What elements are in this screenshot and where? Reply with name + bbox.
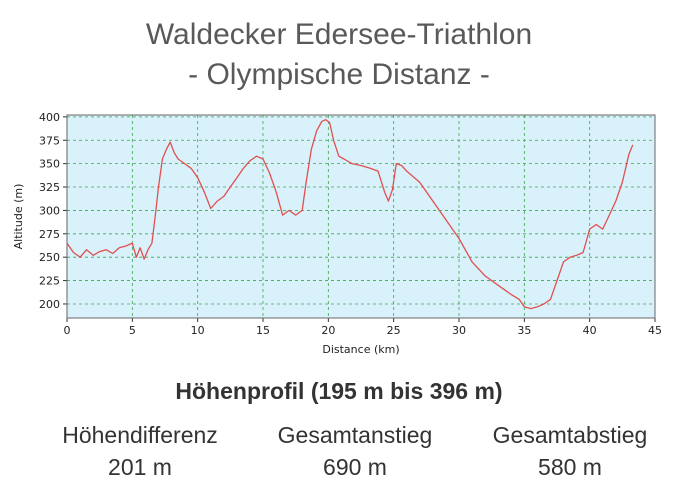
y-tick-label: 275: [39, 228, 60, 241]
plot-area: [67, 115, 655, 318]
stat-total-descent: Gesamtabstieg 580 m: [465, 420, 675, 482]
x-tick-label: 0: [64, 324, 71, 337]
x-axis-label: Distance (km): [322, 343, 399, 356]
stat-height-difference: Höhendifferenz 201 m: [30, 420, 250, 482]
stat-value: 201 m: [108, 454, 172, 480]
stat-value: 580 m: [538, 454, 602, 480]
stat-label: Höhendifferenz: [62, 422, 218, 448]
x-tick-label: 30: [452, 324, 466, 337]
stat-total-ascent: Gesamtanstieg 690 m: [250, 420, 460, 482]
x-tick-label: 25: [387, 324, 401, 337]
y-tick-label: 250: [39, 251, 60, 264]
y-tick-label: 400: [39, 111, 60, 124]
y-tick-label: 375: [39, 134, 60, 147]
x-tick-label: 45: [648, 324, 662, 337]
x-tick-label: 35: [517, 324, 531, 337]
chart-subtitle: - Olympische Distanz -: [188, 58, 490, 91]
x-tick-label: 10: [191, 324, 205, 337]
x-tick-label: 15: [256, 324, 270, 337]
altitude-line: [66, 119, 634, 310]
x-tick-label: 5: [129, 324, 136, 337]
altitude-profile-chart: 0 5 10 15 20 25 30 35 40 45 200 225 250 275 300 325 350 3…: [12, 111, 662, 356]
x-tick-label: 20: [321, 324, 335, 337]
y-tick-label: 325: [39, 181, 60, 194]
y-tick-label: 350: [39, 158, 60, 171]
x-tick-label: 40: [583, 324, 597, 337]
y-tick-label: 200: [39, 298, 60, 311]
stat-value: 690 m: [323, 454, 387, 480]
y-axis-label: Altitude (m): [12, 184, 25, 250]
chart-title: Waldecker Edersee-Triathlon: [145, 18, 533, 51]
stat-label: Gesamtanstieg: [277, 422, 433, 448]
stats-heading: Höhenprofil (195 m bis 396 m): [175, 378, 503, 404]
y-tick-label: 225: [39, 275, 60, 288]
y-tick-label: 300: [39, 204, 60, 217]
stat-label: Gesamtabstieg: [492, 422, 648, 448]
plot-border: [66, 114, 656, 319]
